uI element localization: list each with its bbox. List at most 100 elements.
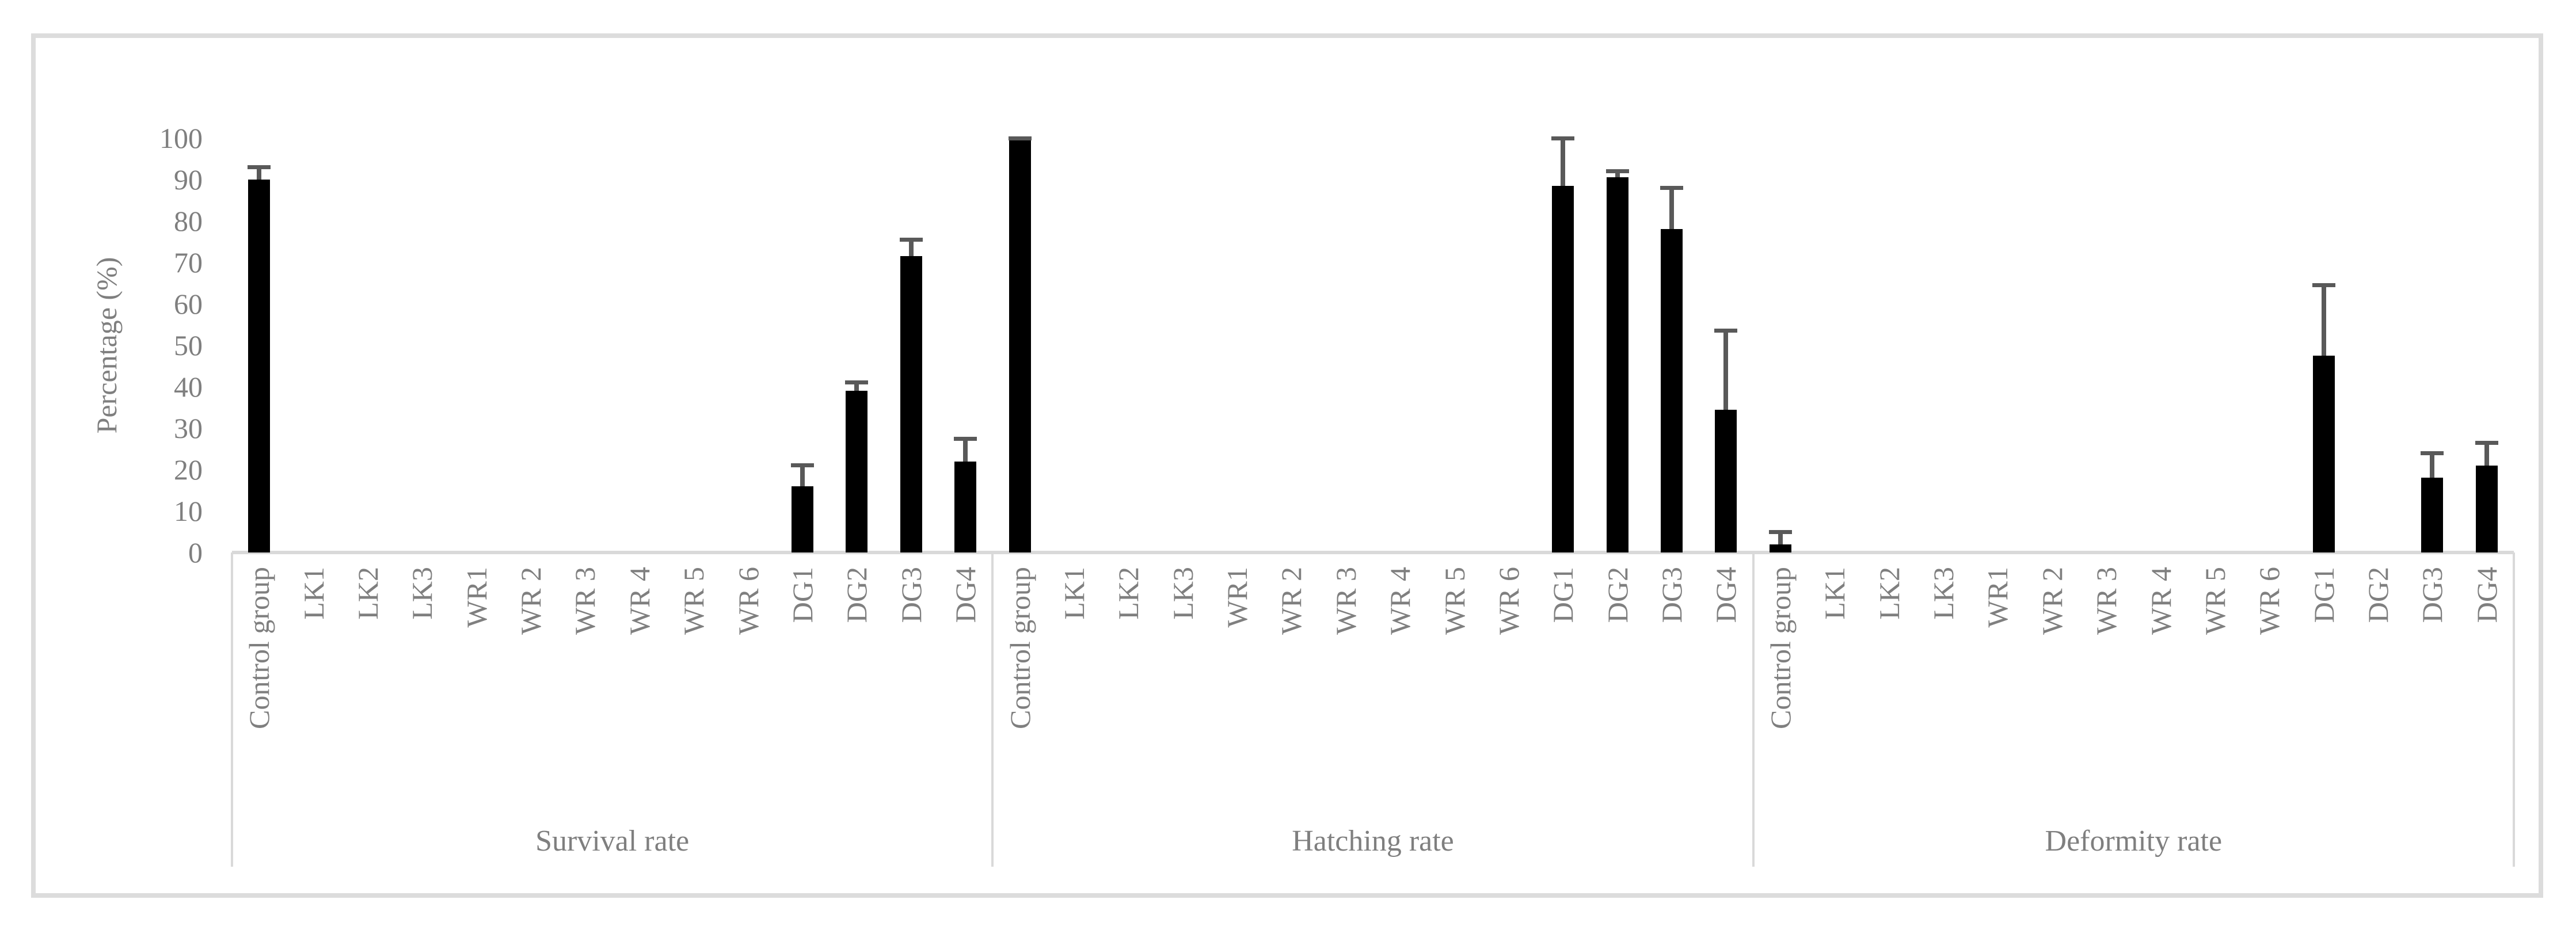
category-label: DG3 [2405, 567, 2459, 820]
category-label: LK3 [395, 567, 449, 820]
category-label: LK1 [1808, 567, 1862, 820]
error-bar-stem [963, 439, 968, 462]
category-label-text: LK2 [351, 567, 384, 620]
category-label-text: WR 4 [1384, 567, 1417, 635]
error-bar-stem [2484, 443, 2489, 466]
error-bar-stem [1723, 330, 1729, 410]
category-label: DG4 [2460, 567, 2514, 820]
category-label: LK2 [341, 567, 395, 820]
category-label-text: LK3 [1927, 567, 1959, 620]
bar [792, 486, 813, 552]
category-label: DG2 [1591, 567, 1645, 820]
category-label-text: WR 2 [2035, 567, 2068, 635]
error-bar-stem [1615, 171, 1620, 178]
y-tick-label: 50 [174, 329, 203, 361]
category-label-text: WR 6 [2253, 567, 2286, 635]
category-label: LK1 [286, 567, 340, 820]
bar [1606, 177, 1628, 552]
category-label: DG4 [938, 567, 992, 820]
bar [1009, 140, 1031, 552]
category-label: Control group [1753, 567, 1808, 820]
bar [900, 256, 922, 552]
group-divider [231, 552, 233, 867]
category-label: WR 5 [667, 567, 721, 820]
category-label: WR 3 [1319, 567, 1373, 820]
y-tick-label: 10 [174, 495, 203, 527]
error-bar-cap [1714, 329, 1738, 333]
error-bar-cap [791, 463, 814, 468]
category-label-text: WR 3 [2090, 567, 2123, 635]
category-label: WR 4 [612, 567, 667, 820]
error-bar-cap [1768, 529, 1792, 534]
y-tick-label: 80 [174, 205, 203, 237]
category-label: DG1 [1536, 567, 1590, 820]
category-label-text: DG3 [1656, 567, 1688, 623]
y-tick-label: 100 [159, 122, 203, 154]
y-tick-label: 20 [174, 453, 203, 486]
bar [1715, 409, 1737, 552]
error-bar-cap [248, 165, 271, 169]
category-label-text: DG4 [2470, 567, 2503, 623]
category-label: WR 6 [721, 567, 775, 820]
group-divider [2513, 552, 2515, 867]
category-label: WR 2 [1264, 567, 1318, 820]
category-label: WR 6 [1482, 567, 1536, 820]
bar [2312, 356, 2335, 552]
category-label-text: DG4 [949, 567, 982, 623]
category-label-text: LK1 [1057, 567, 1090, 620]
error-bar-cap [954, 436, 977, 441]
y-tick-label: 70 [174, 246, 203, 279]
category-label: WR1 [1210, 567, 1264, 820]
error-bar-stem [2321, 285, 2326, 356]
error-bar-cap [1660, 185, 1684, 190]
category-label-text: DG2 [1601, 567, 1634, 623]
category-label-text: DG3 [2416, 567, 2449, 623]
bar [248, 180, 271, 552]
error-bar-cap [2312, 283, 2335, 288]
error-bar-stem [1669, 188, 1675, 230]
category-label-text: DG1 [786, 567, 819, 623]
category-label-text: WR 5 [2198, 567, 2231, 635]
error-bar-stem [1561, 138, 1566, 186]
category-label: WR1 [1970, 567, 2025, 820]
category-label: DG1 [2296, 567, 2350, 820]
category-label-text: WR 5 [678, 567, 710, 635]
category-label-text: WR 3 [1329, 567, 1362, 635]
error-bar-cap [1551, 136, 1575, 140]
category-label-text: WR 3 [569, 567, 602, 635]
category-label: Control group [992, 567, 1047, 820]
category-label: LK1 [1047, 567, 1101, 820]
category-label: WR 2 [504, 567, 558, 820]
category-label: DG3 [1645, 567, 1699, 820]
category-label: WR 5 [1427, 567, 1481, 820]
category-label-text: LK3 [406, 567, 439, 620]
bar [954, 461, 977, 552]
bar [2475, 465, 2498, 552]
figure-border [31, 33, 2543, 898]
group-divider [991, 552, 994, 867]
category-label-text: DG1 [1547, 567, 1580, 623]
group-title: Deformity rate [2045, 825, 2223, 857]
category-label: DG3 [884, 567, 938, 820]
group-divider [1752, 552, 1755, 867]
category-label-text: WR 2 [1275, 567, 1308, 635]
category-label: DG2 [830, 567, 884, 820]
error-bar-stem [854, 382, 859, 391]
category-label-text: LK2 [1873, 567, 1905, 620]
category-label-text: WR 2 [515, 567, 547, 635]
category-label: WR1 [450, 567, 504, 820]
error-bar-cap [2421, 451, 2444, 455]
category-label: WR 4 [2133, 567, 2187, 820]
error-bar-stem [1778, 532, 1783, 544]
category-label-text: WR1 [460, 567, 493, 628]
category-label: LK3 [1155, 567, 1209, 820]
y-tick-label: 60 [174, 288, 203, 320]
category-label-text: WR1 [1221, 567, 1254, 628]
category-label-text: DG2 [840, 567, 873, 623]
category-label: WR 5 [2188, 567, 2242, 820]
category-label: WR 2 [2025, 567, 2079, 820]
category-label: DG2 [2351, 567, 2405, 820]
error-bar-stem [908, 239, 914, 257]
error-bar-cap [899, 237, 923, 242]
category-label-text: LK2 [1112, 567, 1145, 620]
